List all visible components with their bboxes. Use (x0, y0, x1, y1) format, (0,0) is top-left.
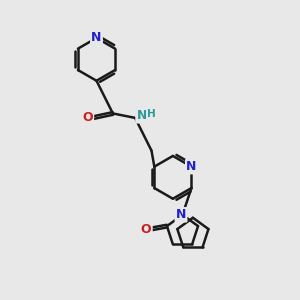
Text: N: N (186, 160, 197, 173)
Text: N: N (91, 32, 102, 44)
Text: O: O (141, 223, 152, 236)
Text: N: N (176, 208, 186, 221)
Text: O: O (82, 111, 93, 124)
Text: N: N (136, 109, 147, 122)
Text: H: H (147, 109, 156, 119)
